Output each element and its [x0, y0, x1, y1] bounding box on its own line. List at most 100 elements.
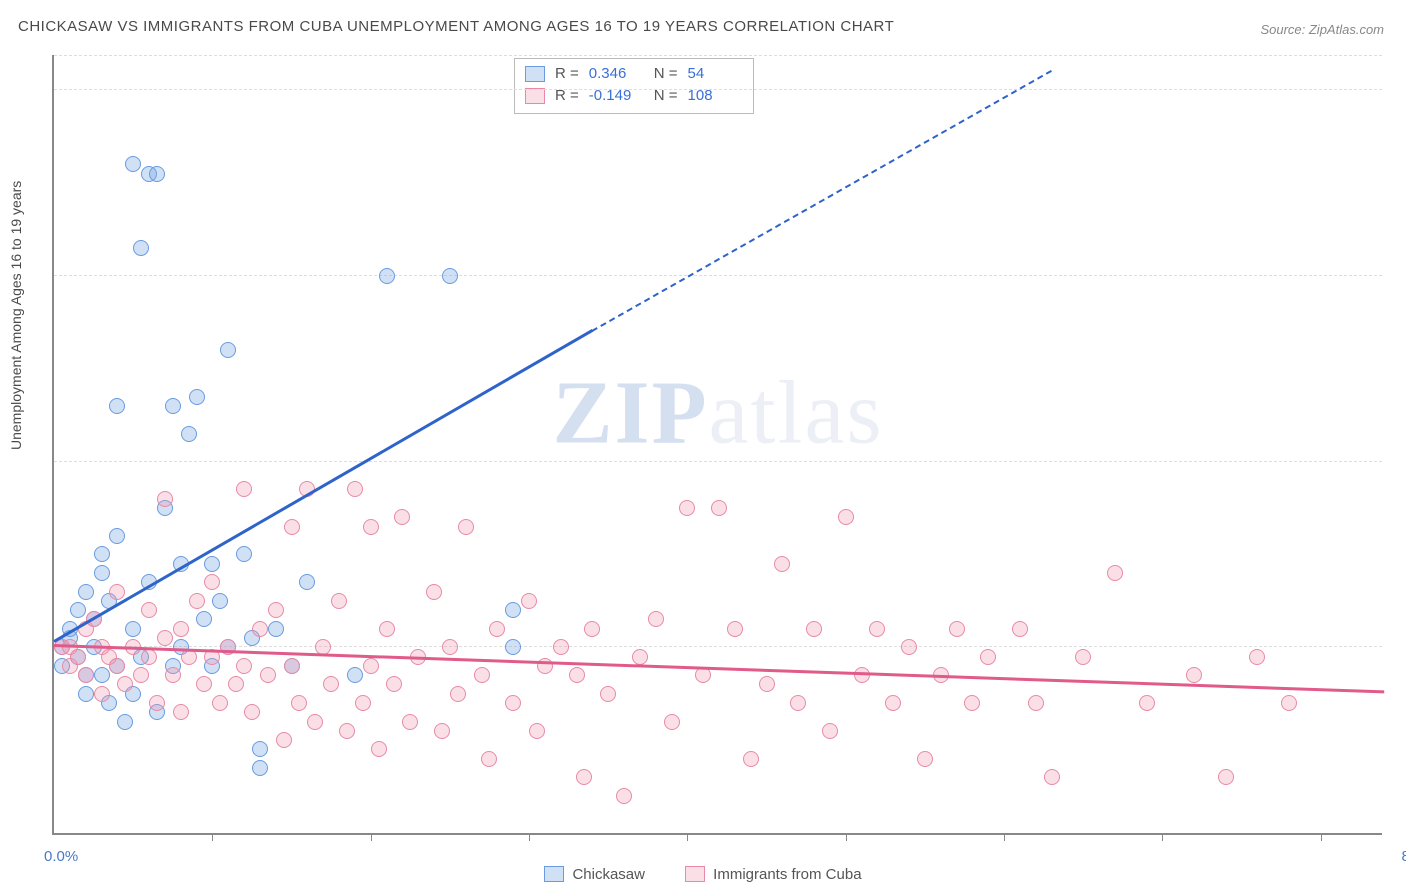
y-tick-label: 20.0%: [1394, 622, 1406, 639]
data-point: [236, 546, 252, 562]
data-point: [204, 574, 220, 590]
data-point: [569, 667, 585, 683]
y-tick-label: 60.0%: [1394, 250, 1406, 267]
data-point: [149, 695, 165, 711]
data-point: [212, 695, 228, 711]
data-point: [917, 751, 933, 767]
data-point: [141, 602, 157, 618]
source-attribution: Source: ZipAtlas.com: [1260, 22, 1384, 37]
data-point: [268, 621, 284, 637]
data-point: [141, 649, 157, 665]
data-point: [450, 686, 466, 702]
data-point: [236, 481, 252, 497]
data-point: [379, 268, 395, 284]
data-point: [426, 584, 442, 600]
data-point: [727, 621, 743, 637]
data-point: [371, 741, 387, 757]
data-point: [220, 342, 236, 358]
data-point: [553, 639, 569, 655]
data-point: [743, 751, 759, 767]
data-point: [474, 667, 490, 683]
data-point: [394, 509, 410, 525]
bottom-legend: Chickasaw Immigrants from Cuba: [0, 866, 1406, 887]
data-point: [442, 268, 458, 284]
n-value-series1: 54: [688, 63, 743, 85]
data-point: [442, 639, 458, 655]
data-point: [94, 667, 110, 683]
data-point: [212, 593, 228, 609]
gridline-h: [54, 55, 1382, 56]
data-point: [196, 676, 212, 692]
watermark: ZIPatlas: [553, 361, 884, 464]
swatch-series2: [525, 88, 545, 104]
data-point: [339, 723, 355, 739]
legend-swatch-series2: [685, 866, 705, 882]
data-point: [236, 658, 252, 674]
x-tick: [1321, 833, 1322, 841]
data-point: [838, 509, 854, 525]
data-point: [505, 602, 521, 618]
data-point: [790, 695, 806, 711]
data-point: [600, 686, 616, 702]
data-point: [1249, 649, 1265, 665]
x-tick: [529, 833, 530, 841]
data-point: [260, 667, 276, 683]
data-point: [901, 639, 917, 655]
data-point: [481, 751, 497, 767]
data-point: [181, 426, 197, 442]
data-point: [964, 695, 980, 711]
data-point: [402, 714, 418, 730]
data-point: [458, 519, 474, 535]
data-point: [347, 481, 363, 497]
gridline-h: [54, 275, 1382, 276]
data-point: [78, 686, 94, 702]
data-point: [679, 500, 695, 516]
data-point: [244, 704, 260, 720]
data-point: [576, 769, 592, 785]
data-point: [94, 686, 110, 702]
data-point: [1028, 695, 1044, 711]
data-point: [252, 760, 268, 776]
data-point: [1281, 695, 1297, 711]
y-tick-label: 80.0%: [1394, 65, 1406, 82]
data-point: [173, 621, 189, 637]
data-point: [70, 649, 86, 665]
gridline-h: [54, 646, 1382, 647]
data-point: [774, 556, 790, 572]
r-label: R =: [555, 63, 579, 85]
data-point: [268, 602, 284, 618]
data-point: [157, 630, 173, 646]
data-point: [149, 166, 165, 182]
data-point: [276, 732, 292, 748]
data-point: [109, 398, 125, 414]
data-point: [252, 741, 268, 757]
data-point: [648, 611, 664, 627]
stats-row-series1: R = 0.346 N = 54: [525, 63, 743, 85]
data-point: [78, 584, 94, 600]
y-axis-label: Unemployment Among Ages 16 to 19 years: [8, 181, 24, 450]
data-point: [664, 714, 680, 730]
data-point: [379, 621, 395, 637]
legend-item-series2: Immigrants from Cuba: [685, 866, 861, 883]
x-tick: [846, 833, 847, 841]
gridline-h: [54, 89, 1382, 90]
data-point: [189, 593, 205, 609]
data-point: [521, 593, 537, 609]
legend-item-series1: Chickasaw: [544, 866, 645, 883]
stats-legend-box: R = 0.346 N = 54 R = -0.149 N = 108: [514, 58, 754, 114]
data-point: [173, 704, 189, 720]
data-point: [299, 574, 315, 590]
data-point: [584, 621, 600, 637]
trend-line: [54, 644, 1384, 693]
data-point: [1107, 565, 1123, 581]
swatch-series1: [525, 66, 545, 82]
data-point: [505, 639, 521, 655]
data-point: [869, 621, 885, 637]
y-tick-label: 40.0%: [1394, 436, 1406, 453]
data-point: [885, 695, 901, 711]
data-point: [1139, 695, 1155, 711]
data-point: [980, 649, 996, 665]
data-point: [1012, 621, 1028, 637]
data-point: [386, 676, 402, 692]
data-point: [165, 398, 181, 414]
